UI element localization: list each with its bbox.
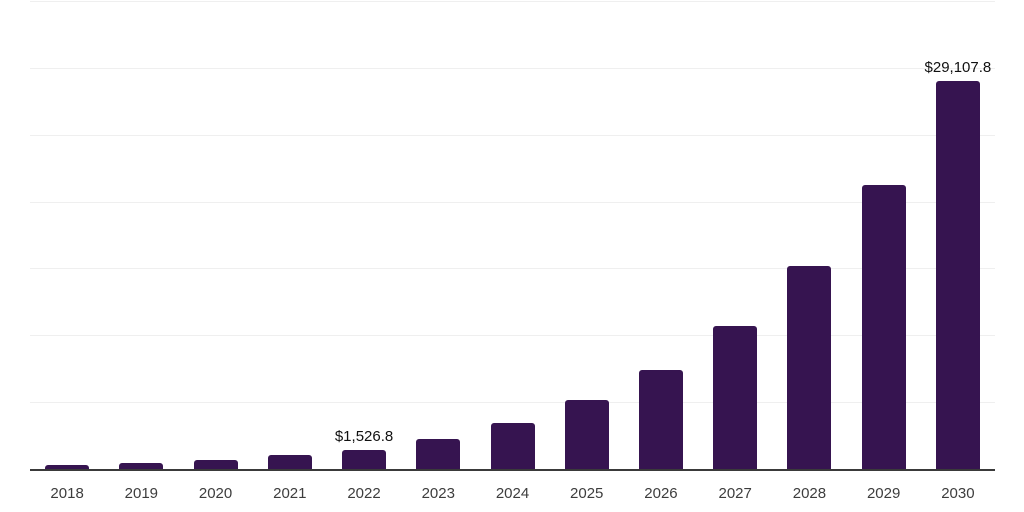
- bar-2028: [787, 265, 832, 470]
- gridline-15000: [30, 268, 995, 270]
- plot-area: $1,526.8 $29,107.8: [30, 1, 995, 470]
- x-axis-line: [30, 469, 995, 471]
- bar-2023: [416, 438, 461, 470]
- bar-2025: [564, 400, 609, 470]
- x-tick-2021: 2021: [273, 485, 307, 502]
- x-tick-2029: 2029: [866, 485, 901, 502]
- data-label-2030: $29,107.8: [924, 58, 992, 76]
- gridline-25000: [30, 134, 995, 136]
- x-tick-2023: 2023: [421, 485, 455, 502]
- x-tick-2018: 2018: [50, 485, 84, 502]
- bar-2030: [935, 80, 980, 470]
- bar-2021: [267, 455, 312, 470]
- data-label-2022: $1,526.8: [334, 427, 394, 445]
- x-axis: 2018 2019 2020 2021 2022 2023 2024 2025 2026 2027…: [0, 485, 1024, 505]
- gridline-5000: [30, 402, 995, 404]
- x-tick-2022: 2022: [347, 485, 381, 502]
- gridline-10000: [30, 335, 995, 337]
- gridline-35000: [30, 1, 995, 2]
- x-tick-2027: 2027: [718, 485, 752, 502]
- bar-2022: [342, 449, 387, 470]
- x-tick-2025: 2025: [570, 485, 604, 502]
- bar-2024: [490, 422, 535, 470]
- bar-2020: [193, 459, 238, 470]
- bar-2029: [861, 185, 906, 470]
- bar-2027: [713, 325, 758, 470]
- bar-2019: [119, 462, 164, 470]
- bar-2018: [45, 465, 90, 470]
- x-tick-2030: 2030: [941, 485, 975, 502]
- x-tick-2019: 2019: [124, 485, 159, 502]
- x-tick-2024: 2024: [495, 485, 530, 502]
- x-tick-2028: 2028: [792, 485, 827, 502]
- x-tick-2026: 2026: [644, 485, 678, 502]
- gridline-20000: [30, 201, 995, 203]
- gridline-30000: [30, 67, 995, 69]
- x-tick-2020: 2020: [198, 485, 233, 502]
- bar-2026: [638, 369, 683, 470]
